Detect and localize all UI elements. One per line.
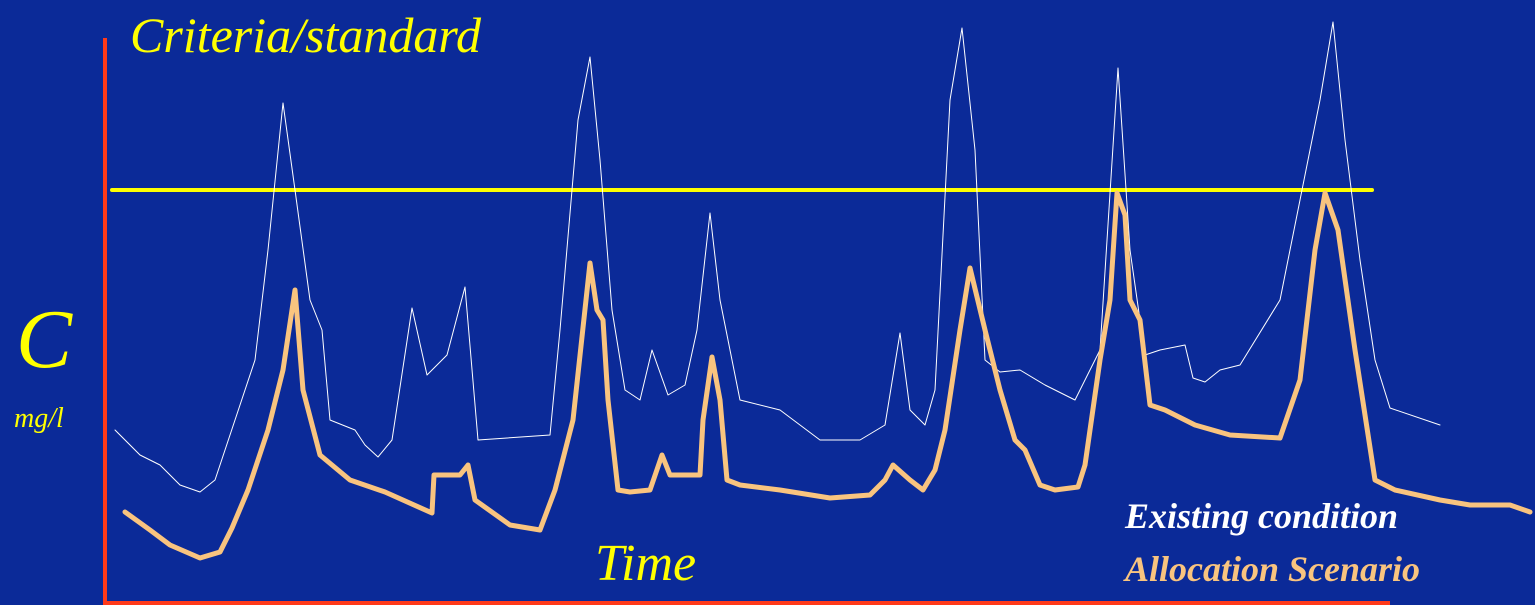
y-axis-label: C (16, 293, 73, 386)
legend-entry: Existing condition (1124, 496, 1398, 536)
y-axis-unit: mg/l (14, 403, 64, 434)
series-line (122, 190, 1533, 561)
legend-entry: Allocation Scenario (1123, 549, 1420, 589)
series-line (114, 21, 1441, 493)
standard-label: Criteria/standard (130, 7, 482, 63)
x-axis-label: Time (595, 535, 696, 592)
